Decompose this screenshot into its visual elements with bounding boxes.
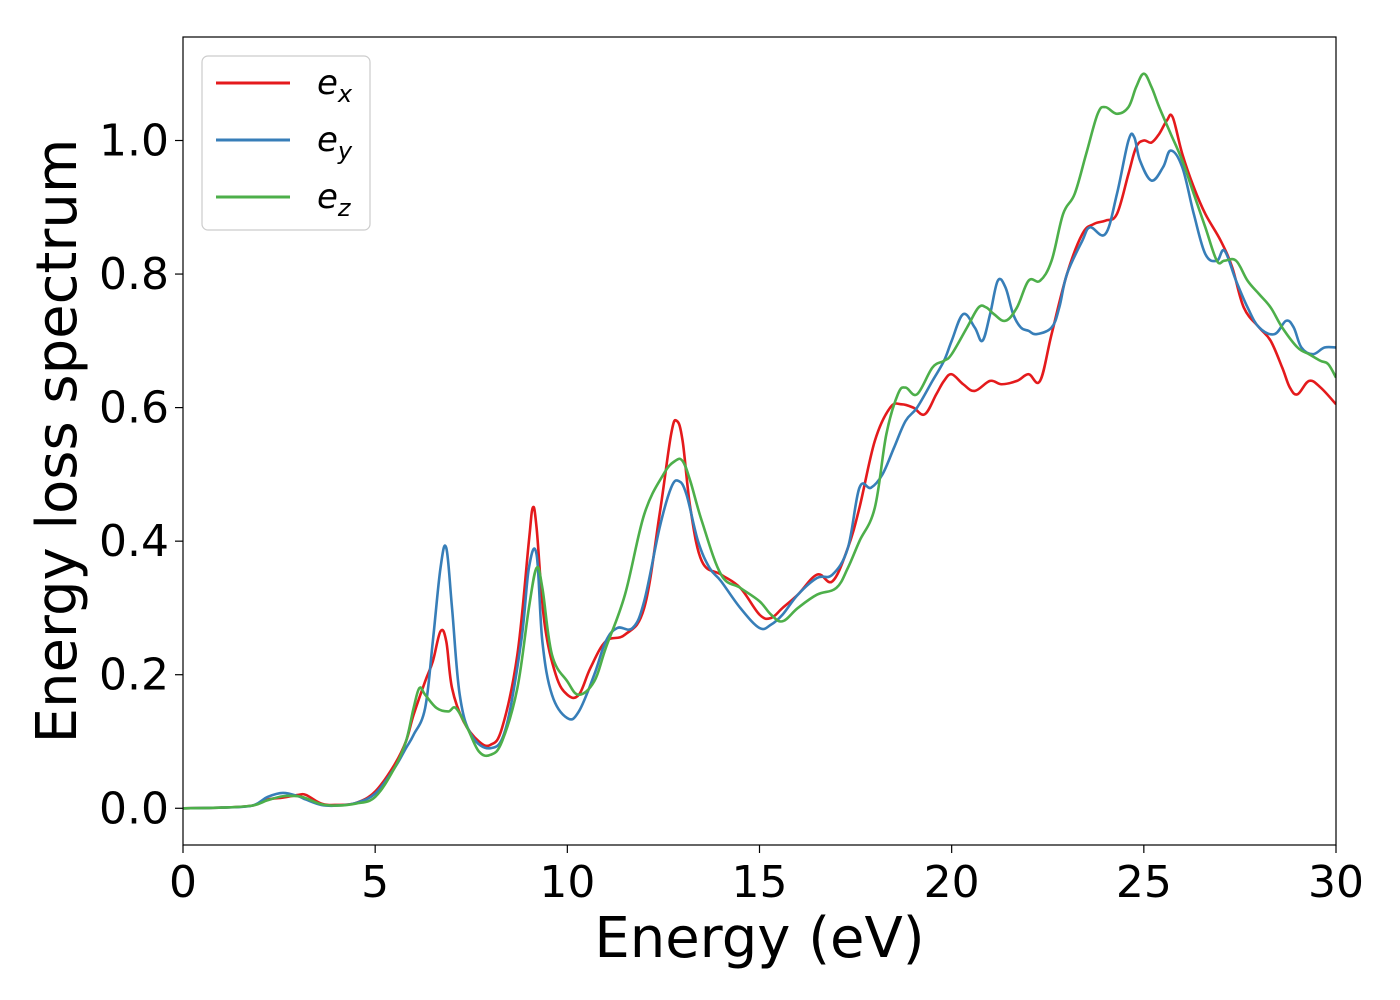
y-tick-label: 0.4 — [99, 516, 169, 567]
y-tick-label: 0.2 — [99, 650, 169, 701]
x-axis-label: Energy (eV) — [594, 906, 924, 971]
legend-label-y: ey — [317, 120, 353, 165]
y-axis-ticks: 0.0 0.2 0.4 0.6 0.8 1.0 — [99, 116, 183, 834]
x-tick-label: 15 — [732, 857, 788, 908]
x-tick-label: 30 — [1308, 857, 1364, 908]
y-tick-label: 0.8 — [99, 249, 169, 300]
series-line-y — [183, 132, 1336, 810]
x-tick-label: 0 — [169, 857, 197, 908]
series-line-z — [183, 72, 1336, 810]
y-tick-label: 1.0 — [99, 116, 169, 167]
legend-label-z: ez — [317, 177, 352, 222]
series-line-x — [183, 113, 1336, 810]
y-axis-label: Energy loss spectrum — [25, 139, 90, 744]
x-tick-label: 20 — [924, 857, 980, 908]
y-tick-label: 0.0 — [99, 783, 169, 834]
y-tick-label: 0.6 — [99, 383, 169, 434]
x-tick-label: 5 — [361, 857, 389, 908]
series-layer — [183, 72, 1336, 810]
legend: ex ey ez — [201, 55, 371, 231]
x-axis-ticks: 0 5 10 15 20 25 30 — [169, 845, 1364, 908]
legend-box — [201, 55, 371, 231]
x-tick-label: 10 — [539, 857, 595, 908]
legend-label-x: ex — [317, 63, 353, 108]
x-tick-label: 25 — [1116, 857, 1172, 908]
